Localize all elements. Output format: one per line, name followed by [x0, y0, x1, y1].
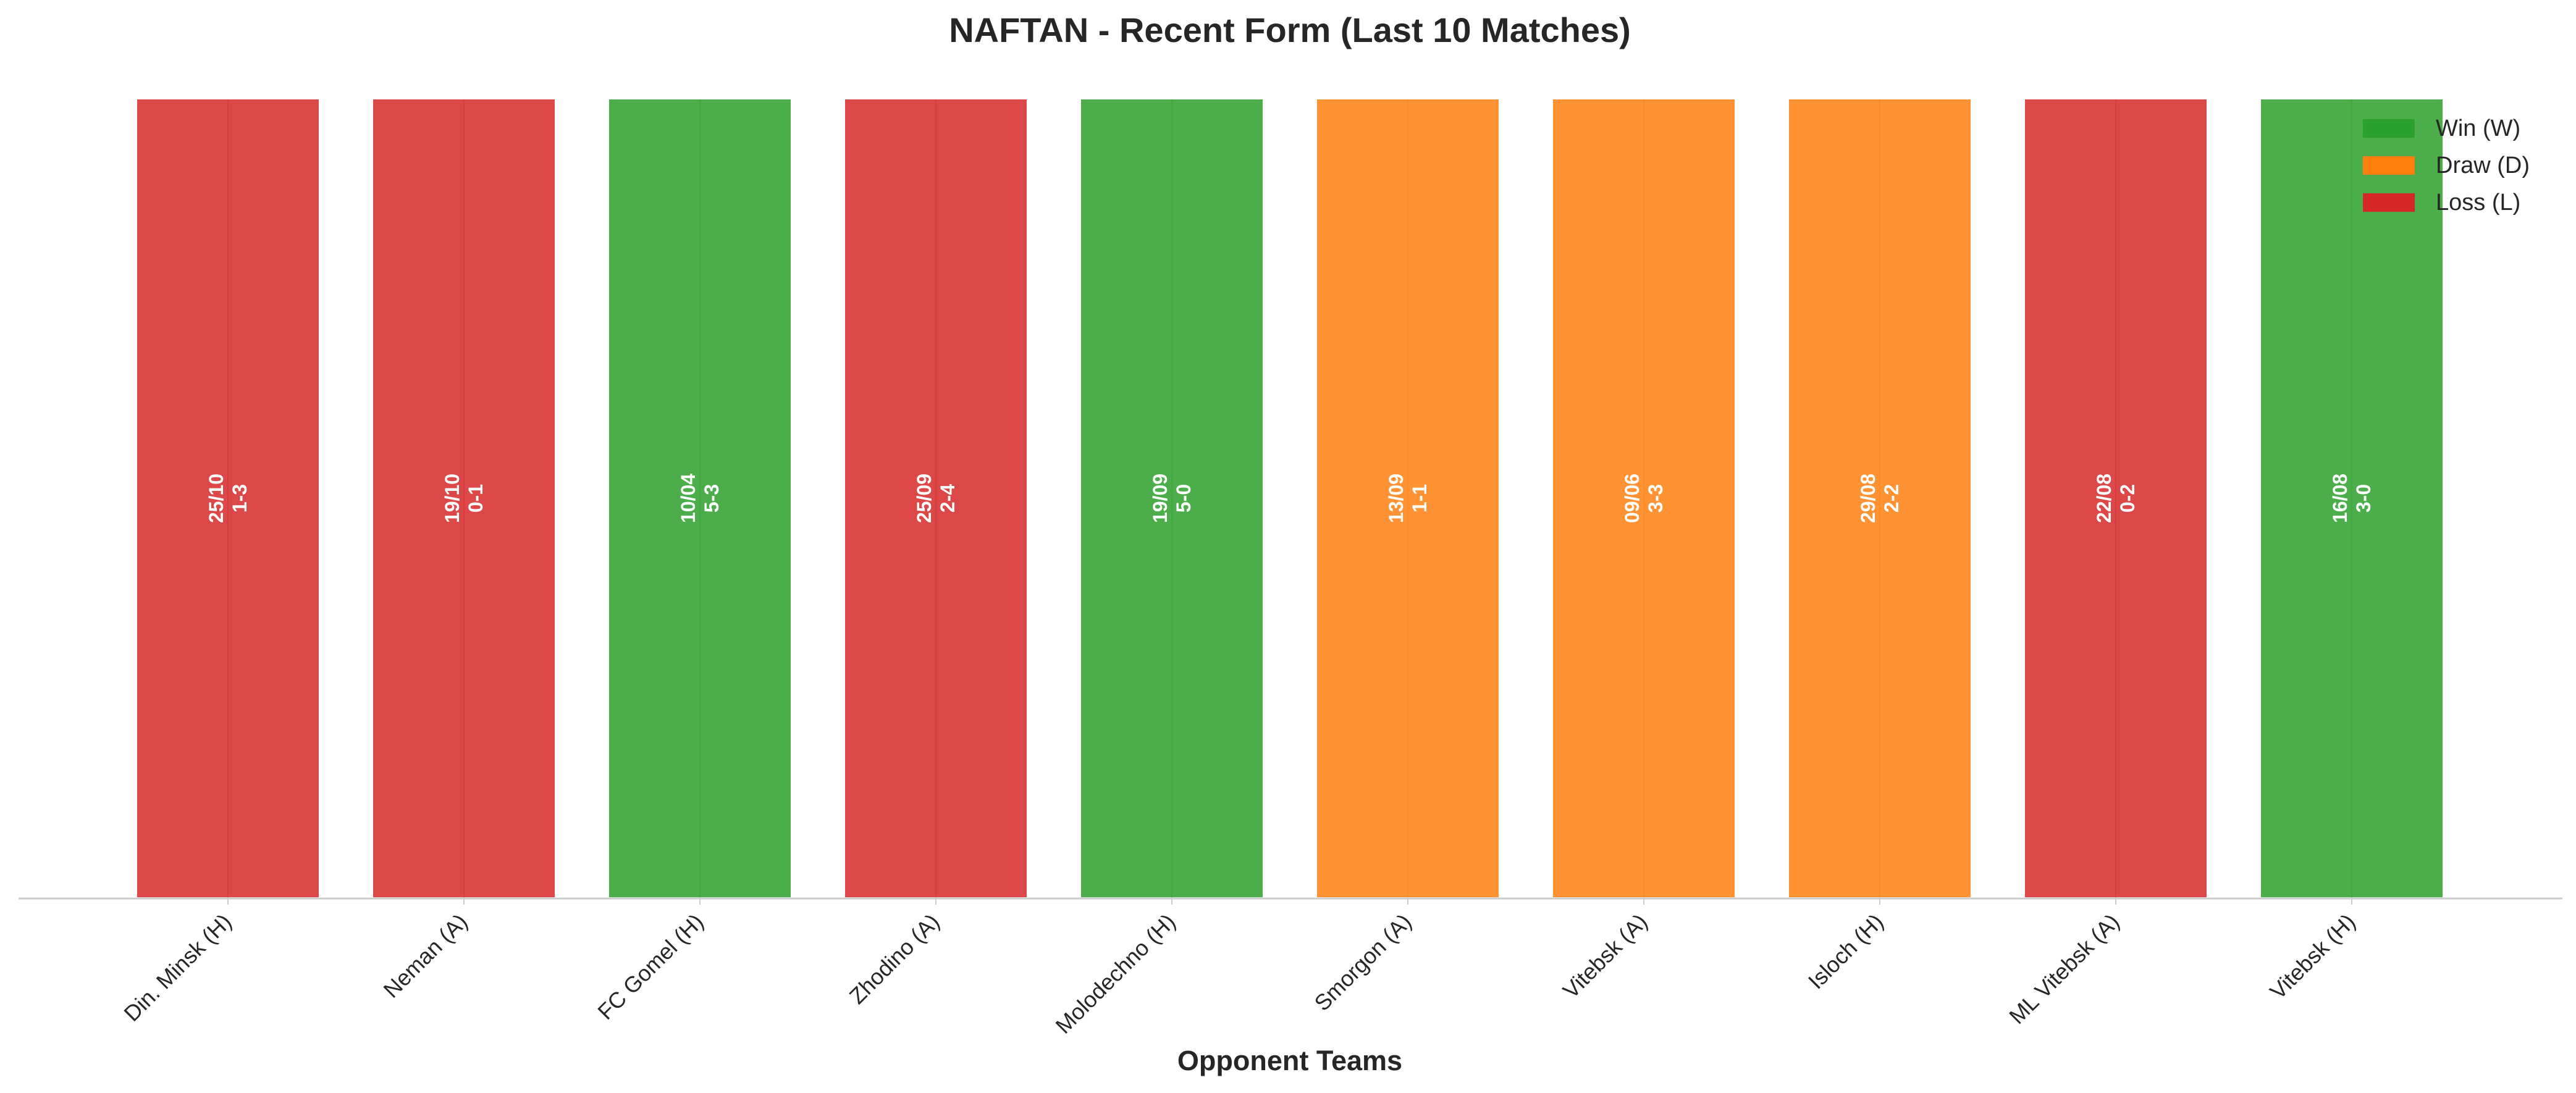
bar-1 — [135, 97, 321, 900]
bar-label-1: 25/101-3 — [205, 474, 251, 523]
bar-date-label: 19/10 — [441, 474, 463, 523]
bar-score-label: 2-2 — [1880, 484, 1903, 513]
legend-label-d: Draw (D) — [2436, 153, 2530, 178]
bar-score-label: 0-1 — [465, 484, 487, 513]
bar-label-7: 09/063-3 — [1621, 474, 1667, 523]
bar-label-3: 10/045-3 — [677, 474, 723, 523]
x-tick-label-4: Zhodino (A) — [844, 909, 945, 1009]
bar-date-label: 22/08 — [2093, 474, 2115, 523]
bar-label-2: 19/100-1 — [441, 474, 487, 523]
legend-swatch-w — [2363, 119, 2415, 138]
legend-swatch-d — [2363, 156, 2415, 175]
x-tick-label-9: ML Vitebsk (A) — [2004, 909, 2124, 1029]
x-tick-label-10: Vitebsk (H) — [2265, 909, 2360, 1004]
bar-score-label: 0-2 — [2116, 484, 2139, 513]
chart-title: NAFTAN - Recent Form (Last 10 Matches) — [949, 10, 1631, 49]
bars-layer: 25/101-3 19/100-1 10/045-3 25/092-4 19/095-0… — [135, 97, 2445, 900]
bar-score-label: 5-0 — [1172, 484, 1195, 513]
bar-score-label: 3-3 — [1644, 484, 1667, 513]
bar-score-label: 2-4 — [937, 484, 959, 513]
bar-label-6: 13/091-1 — [1385, 474, 1431, 523]
bar-date-label: 19/09 — [1149, 474, 1171, 523]
bar-10 — [2258, 97, 2445, 900]
x-tick-label-8: Isloch (H) — [1803, 909, 1888, 994]
x-tick-label-5: Molodechno (H) — [1051, 909, 1181, 1039]
bar-score-label: 3-0 — [2352, 484, 2375, 513]
bar-date-label: 09/06 — [1621, 474, 1643, 523]
legend-swatch-l — [2363, 193, 2415, 212]
x-tick-label-2: Neman (A) — [379, 909, 473, 1003]
bar-3 — [607, 97, 793, 900]
x-tick-label-7: Vitebsk (A) — [1558, 909, 1652, 1003]
bar-7 — [1551, 97, 1737, 900]
bar-6 — [1315, 97, 1501, 900]
bar-2 — [371, 97, 557, 900]
x-axis-label: Opponent Teams — [1177, 1045, 1402, 1076]
x-tick-labels: Din. Minsk (H) Neman (A) FC Gomel (H) Zhodi… — [119, 898, 2360, 1039]
bar-label-8: 29/082-2 — [1857, 474, 1903, 523]
bar-4 — [843, 97, 1029, 900]
bar-date-label: 25/10 — [205, 474, 227, 523]
bar-score-label: 1-3 — [229, 484, 251, 513]
x-tick-label-1: Din. Minsk (H) — [119, 909, 236, 1026]
bar-date-label: 13/09 — [1385, 474, 1407, 523]
x-tick-label-6: Smorgon (A) — [1309, 909, 1416, 1016]
bar-date-label: 16/08 — [2329, 474, 2351, 523]
bar-date-label: 25/09 — [913, 474, 935, 523]
bar-score-label: 1-1 — [1408, 484, 1431, 513]
legend: Win (W) Draw (D) Loss (L) — [2363, 115, 2530, 216]
legend-label-w: Win (W) — [2436, 115, 2520, 141]
bar-label-5: 19/095-0 — [1149, 474, 1195, 523]
bar-date-label: 29/08 — [1857, 474, 1879, 523]
x-tick-label-3: FC Gomel (H) — [592, 909, 708, 1024]
bar-score-label: 5-3 — [701, 484, 723, 513]
bar-label-10: 16/083-0 — [2329, 474, 2375, 523]
bar-label-4: 25/092-4 — [913, 474, 959, 523]
legend-label-l: Loss (L) — [2436, 190, 2520, 216]
bar-5 — [1079, 97, 1265, 900]
bar-date-label: 10/04 — [677, 474, 699, 523]
bar-label-9: 22/080-2 — [2093, 474, 2139, 523]
